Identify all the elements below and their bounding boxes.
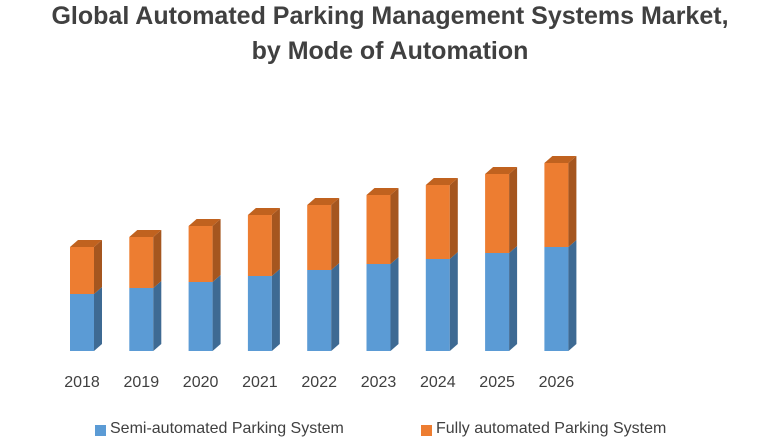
bar-fully-2024 — [425, 185, 450, 259]
bar-side-fully-2021 — [271, 208, 280, 276]
bar-semi-2026 — [544, 247, 569, 351]
bar-fully-2018 — [70, 247, 94, 294]
x-tick-label: 2021 — [242, 374, 278, 391]
bar-top-2020 — [188, 219, 221, 226]
bar-semi-2021 — [247, 276, 272, 351]
bar-semi-2024 — [425, 259, 450, 351]
bar-top-2025 — [485, 167, 518, 174]
x-tick-label: 2023 — [361, 374, 397, 391]
chart-title-line-1: Global Automated Parking Management Syst… — [51, 2, 729, 30]
bar-fully-2025 — [485, 174, 510, 253]
bar-side-semi-2025 — [509, 246, 518, 351]
bar-semi-2020 — [188, 282, 213, 351]
bar-side-fully-2025 — [509, 167, 518, 253]
bar-top-2019 — [129, 230, 162, 237]
bar-side-semi-2023 — [390, 257, 399, 351]
bar-side-semi-2019 — [153, 281, 162, 351]
bar-semi-2025 — [485, 253, 510, 351]
chart-title-line-2: by Mode of Automation — [251, 37, 529, 65]
bar-semi-2019 — [129, 288, 154, 351]
bar-fully-2026 — [544, 163, 569, 247]
bar-side-fully-2022 — [331, 198, 340, 270]
bar-fully-2021 — [247, 215, 272, 276]
bar-semi-2018 — [70, 294, 94, 351]
bar-side-fully-2018 — [94, 240, 102, 294]
bar-semi-2022 — [307, 270, 332, 351]
bar-fully-2023 — [366, 195, 391, 264]
x-tick-label: 2026 — [539, 374, 575, 391]
bar-side-semi-2022 — [331, 263, 340, 351]
bar-top-2022 — [307, 198, 340, 205]
bar-side-semi-2024 — [449, 252, 458, 351]
bar-top-2018 — [70, 240, 102, 247]
bar-top-2024 — [425, 178, 458, 185]
bar-side-fully-2026 — [568, 156, 577, 247]
x-tick-label: 2025 — [479, 374, 515, 391]
bar-side-fully-2020 — [212, 219, 221, 282]
bar-top-2026 — [544, 156, 577, 163]
legend-swatch-fully — [421, 425, 432, 436]
bar-fully-2022 — [307, 205, 332, 270]
legend-swatch-semi — [95, 425, 106, 436]
bar-side-semi-2026 — [568, 240, 577, 351]
legend-label-semi: Semi-automated Parking System — [110, 420, 344, 437]
bar-semi-2023 — [366, 264, 391, 351]
bar-side-semi-2021 — [271, 269, 280, 351]
bar-side-semi-2018 — [94, 287, 102, 351]
bar-side-semi-2020 — [212, 275, 221, 351]
x-tick-label: 2024 — [420, 374, 456, 391]
legend-label-fully: Fully automated Parking System — [436, 420, 667, 437]
x-tick-label: 2019 — [124, 374, 160, 391]
bar-top-2023 — [366, 188, 399, 195]
x-tick-label: 2018 — [64, 374, 100, 391]
bar-fully-2019 — [129, 237, 154, 288]
x-tick-label: 2020 — [183, 374, 219, 391]
bar-fully-2020 — [188, 226, 213, 282]
bar-side-fully-2019 — [153, 230, 162, 288]
bar-side-fully-2023 — [390, 188, 399, 264]
bar-top-2021 — [247, 208, 280, 215]
x-tick-label: 2022 — [301, 374, 337, 391]
bar-side-fully-2024 — [449, 178, 458, 259]
